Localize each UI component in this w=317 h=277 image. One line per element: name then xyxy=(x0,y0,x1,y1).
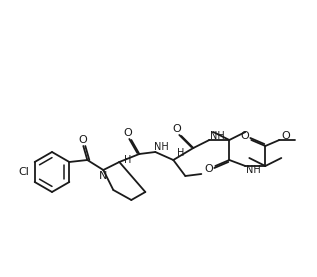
Text: NH: NH xyxy=(154,142,169,152)
Text: O: O xyxy=(204,164,213,174)
Text: H: H xyxy=(124,155,131,165)
Text: O: O xyxy=(78,135,87,145)
Text: H: H xyxy=(177,148,184,158)
Text: Cl: Cl xyxy=(19,167,29,177)
Text: NH: NH xyxy=(246,165,261,175)
Text: O: O xyxy=(123,128,132,138)
Text: O: O xyxy=(172,124,181,134)
Text: NH: NH xyxy=(210,131,225,141)
Text: O: O xyxy=(281,131,290,141)
Text: N: N xyxy=(99,171,107,181)
Text: O: O xyxy=(240,131,249,141)
